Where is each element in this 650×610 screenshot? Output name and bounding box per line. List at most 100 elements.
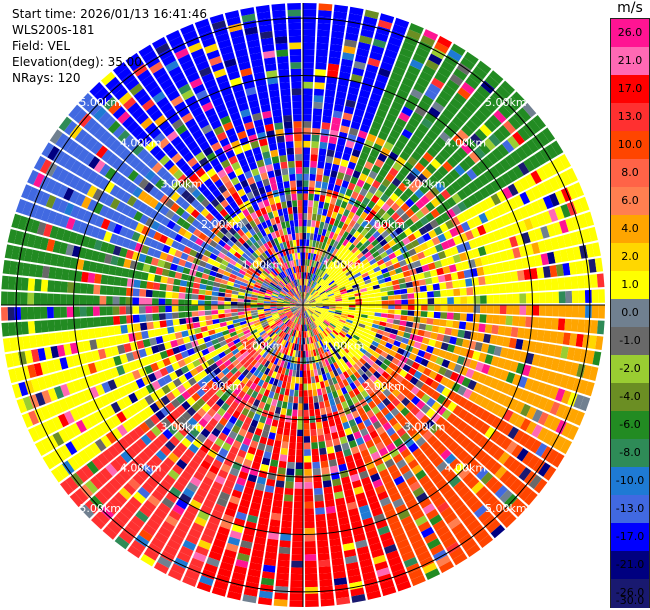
velocity-gate — [443, 143, 456, 156]
velocity-gate — [273, 599, 288, 607]
velocity-gate — [365, 337, 374, 344]
velocity-gate — [304, 495, 314, 502]
velocity-gate — [251, 461, 261, 470]
velocity-gate — [340, 200, 348, 209]
velocity-gate — [308, 308, 315, 313]
velocity-gate — [336, 403, 343, 411]
velocity-gate — [305, 311, 308, 318]
velocity-gate — [264, 485, 275, 494]
velocity-gate — [400, 407, 410, 417]
velocity-gate — [154, 531, 169, 544]
velocity-gate — [370, 194, 380, 204]
velocity-gate — [120, 506, 134, 520]
velocity-gate — [425, 408, 436, 419]
velocity-gate — [237, 295, 245, 299]
velocity-gate — [343, 392, 351, 401]
velocity-gate — [335, 326, 342, 332]
velocity-gate — [403, 521, 417, 533]
velocity-gate — [438, 326, 446, 334]
velocity-gate — [313, 328, 318, 335]
velocity-gate — [295, 323, 298, 331]
velocity-gate — [420, 526, 435, 539]
velocity-gate — [369, 149, 380, 159]
velocity-gate — [308, 356, 313, 364]
velocity-gate — [371, 121, 382, 131]
velocity-gate — [245, 480, 256, 489]
velocity-gate — [570, 276, 579, 289]
velocity-gate — [334, 491, 344, 500]
velocity-gate — [188, 459, 200, 471]
velocity-gate — [419, 216, 430, 226]
velocity-gate — [229, 445, 239, 455]
velocity-gate — [510, 326, 519, 338]
velocity-gate — [192, 412, 202, 423]
velocity-gate — [322, 283, 329, 289]
velocity-gate — [303, 305, 309, 309]
velocity-gate — [428, 53, 443, 66]
velocity-gate — [311, 376, 316, 384]
velocity-gate — [271, 324, 278, 330]
velocity-gate — [321, 311, 328, 315]
velocity-gate — [303, 9, 317, 17]
velocity-gate — [523, 217, 534, 231]
velocity-gate — [531, 242, 541, 255]
velocity-gate — [431, 236, 441, 246]
velocity-gate — [330, 404, 338, 413]
velocity-gate — [215, 398, 225, 408]
velocity-gate — [212, 459, 223, 469]
velocity-gate — [314, 296, 321, 300]
velocity-gate — [438, 366, 447, 376]
velocity-gate — [472, 65, 488, 80]
velocity-gate — [173, 481, 186, 493]
velocity-gate — [371, 405, 381, 415]
velocity-gate — [582, 365, 592, 380]
velocity-gate — [369, 344, 377, 351]
velocity-gate — [452, 445, 465, 458]
velocity-gate — [397, 443, 408, 453]
velocity-gate — [150, 391, 160, 402]
velocity-gate — [543, 465, 557, 481]
velocity-gate — [249, 382, 258, 391]
velocity-gate — [400, 202, 410, 212]
velocity-gate — [243, 486, 254, 496]
velocity-gate — [86, 306, 94, 317]
velocity-gate — [399, 283, 407, 289]
velocity-gate — [406, 172, 417, 183]
velocity-gate — [322, 208, 328, 217]
velocity-gate — [322, 109, 333, 117]
velocity-gate — [456, 147, 468, 159]
velocity-gate — [171, 299, 179, 305]
velocity-gate — [368, 366, 377, 375]
velocity-gate — [463, 330, 472, 340]
velocity-gate — [433, 226, 443, 236]
velocity-gate — [130, 442, 142, 455]
velocity-gate — [270, 340, 276, 348]
velocity-gate — [401, 550, 416, 562]
velocity-gate — [416, 550, 432, 563]
velocity-gate — [361, 308, 369, 312]
velocity-gate — [328, 56, 341, 65]
velocity-gate — [348, 302, 356, 305]
velocity-gate — [329, 50, 342, 59]
velocity-gate — [365, 369, 373, 378]
velocity-gate — [507, 135, 520, 150]
velocity-gate — [27, 292, 35, 305]
velocity-gate — [451, 522, 466, 536]
velocity-gate — [315, 348, 320, 356]
velocity-gate — [196, 398, 206, 408]
velocity-gate — [465, 137, 478, 150]
velocity-gate — [393, 95, 406, 106]
velocity-gate — [303, 259, 306, 266]
velocity-gate — [465, 322, 473, 331]
velocity-gate — [273, 357, 279, 365]
velocity-gate — [351, 191, 359, 200]
velocity-gate — [14, 291, 21, 305]
velocity-gate — [289, 362, 294, 370]
velocity-gate — [512, 165, 524, 179]
velocity-gate — [465, 368, 475, 379]
velocity-gate — [411, 361, 420, 370]
velocity-gate — [204, 454, 215, 465]
velocity-gate — [1, 291, 8, 305]
velocity-gate — [305, 285, 308, 293]
velocity-gate — [305, 330, 309, 338]
